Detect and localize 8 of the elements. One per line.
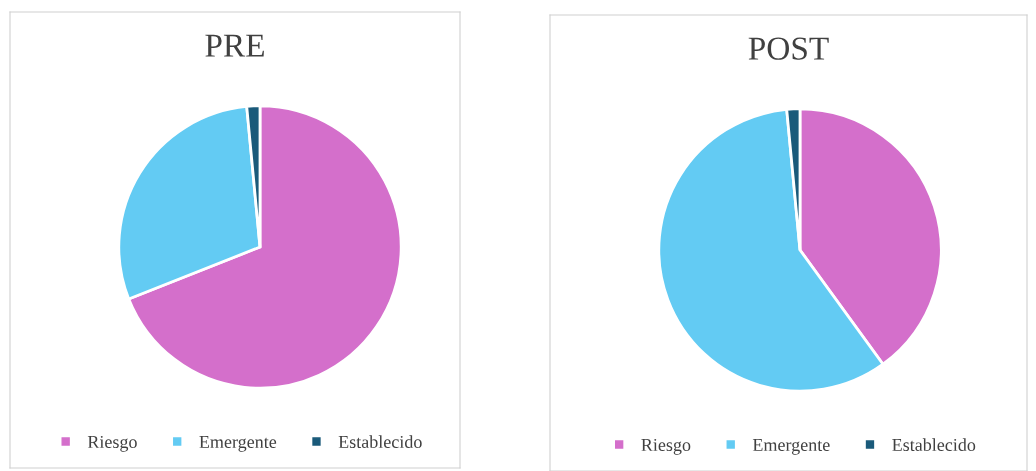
chart-title: PRE (205, 34, 264, 57)
legend-label: Riesgo (641, 438, 691, 455)
legend-label: Establecido (338, 435, 422, 449)
legend-label: Emergente (199, 436, 277, 452)
legend-label: Riesgo (87, 435, 137, 452)
chart-title: POST (748, 37, 829, 60)
legend-label: Emergente (752, 439, 830, 455)
legend-label: Establecido (892, 438, 976, 452)
